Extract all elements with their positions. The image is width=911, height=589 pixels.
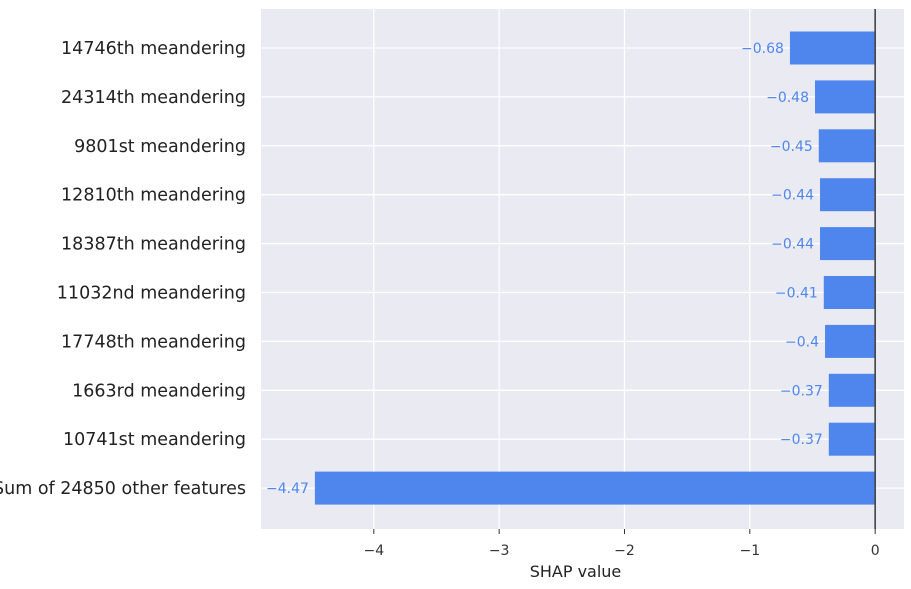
feature-label: 14746th meandering <box>61 39 246 59</box>
value-label: −0.45 <box>770 139 813 155</box>
feature-label: 17748th meandering <box>61 332 246 352</box>
value-label: −4.47 <box>266 481 309 497</box>
feature-label: 12810th meandering <box>61 186 246 206</box>
feature-label: 1663rd meandering <box>72 381 246 401</box>
bar <box>315 472 875 505</box>
feature-label: 11032nd meandering <box>57 284 246 304</box>
bar <box>790 32 875 65</box>
bar <box>829 374 875 407</box>
value-label: −0.37 <box>780 383 823 399</box>
x-tick-label: −1 <box>740 543 761 559</box>
bar <box>819 129 875 162</box>
x-tick-label: −3 <box>489 543 510 559</box>
x-axis-label: SHAP value <box>530 562 622 581</box>
value-label: −0.44 <box>771 237 814 253</box>
value-label: −0.48 <box>766 90 809 106</box>
bar <box>824 276 875 309</box>
x-tick-label: −2 <box>614 543 635 559</box>
x-axis-ticks: −4 −3 −2 −1 0 <box>363 529 879 559</box>
x-tick-label: 0 <box>871 543 880 559</box>
plot-background <box>261 9 904 529</box>
bar <box>829 423 875 456</box>
bar <box>820 227 875 260</box>
bar <box>815 80 875 113</box>
bar <box>825 325 875 358</box>
feature-label: 18387th meandering <box>61 235 246 255</box>
value-label: −0.44 <box>771 188 814 204</box>
feature-label: 10741st meandering <box>63 430 246 450</box>
feature-label: Sum of 24850 other features <box>0 479 246 499</box>
value-label: −0.37 <box>780 432 823 448</box>
feature-label: 24314th meandering <box>61 88 246 108</box>
value-label: −0.41 <box>775 286 818 302</box>
value-label: −0.4 <box>785 334 819 350</box>
feature-label: 9801st meandering <box>74 137 246 157</box>
bar <box>820 178 875 211</box>
x-tick-label: −4 <box>363 543 384 559</box>
value-label: −0.68 <box>741 41 784 57</box>
feature-labels: 14746th meandering 24314th meandering 9801… <box>0 39 246 499</box>
